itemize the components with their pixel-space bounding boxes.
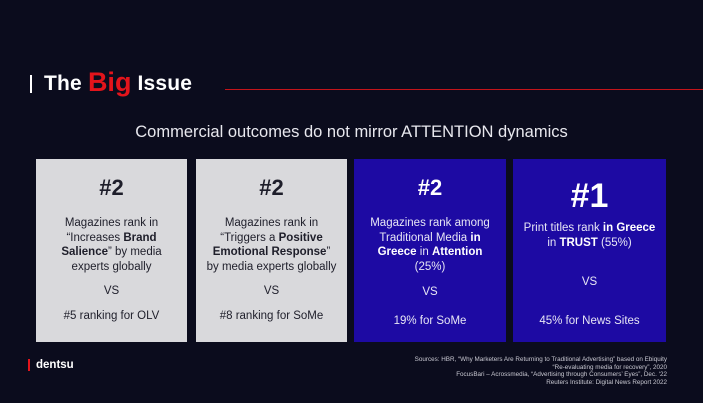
title-text-before: The — [44, 72, 82, 95]
card-vs: VS — [263, 285, 280, 297]
card-description: Magazines rank in “Increases Brand Salie… — [61, 217, 162, 273]
source-line: Reuters Institute: Digital News Report 2… — [546, 378, 667, 386]
title-text-after: Issue — [137, 72, 193, 95]
card-rank: #2 — [99, 175, 124, 200]
logo-accent-bar — [28, 359, 30, 371]
slide-title: The Big Issue — [30, 66, 193, 98]
card-vs: VS — [422, 286, 438, 298]
logo-text: dentsu — [36, 359, 74, 371]
card-brand-salience: #2 Magazines rank in “Increases Brand Sa… — [36, 159, 187, 342]
card-attention: #2 Magazines rank among Traditional Medi… — [354, 159, 506, 342]
card-comparison: #5 ranking for OLV — [63, 310, 160, 322]
source-line: Sources: HBR, “Why Marketers Are Returni… — [414, 356, 667, 363]
card-trust: #1 Print titles rank in Greece in TRUST … — [513, 159, 666, 342]
dentsu-logo: dentsu — [28, 358, 74, 372]
card-comparison: 19% for SoMe — [393, 315, 467, 327]
source-line: FocusBari – Acrossmedia, “Advertising th… — [456, 371, 667, 378]
card-description: Magazines rank among Traditional Media i… — [370, 217, 490, 273]
card-comparison: #8 ranking for SoMe — [219, 310, 324, 322]
source-line: “Re-evaluating media for recovery”, 2020 — [552, 363, 667, 371]
card-rank: #1 — [570, 177, 609, 215]
title-accent-bar — [30, 75, 32, 93]
title-highlight: Big — [87, 66, 132, 97]
card-comparison: 45% for News Sites — [539, 315, 640, 327]
card-vs: VS — [581, 276, 598, 288]
ranking-cards: #2 Magazines rank in “Increases Brand Sa… — [36, 159, 666, 342]
sources-footnote: Sources: HBR, “Why Marketers Are Returni… — [415, 356, 667, 386]
card-rank: #2 — [417, 175, 443, 200]
title-divider — [225, 89, 703, 90]
card-emotional-response: #2 Magazines rank in “Triggers a Positiv… — [196, 159, 347, 342]
card-vs: VS — [103, 285, 120, 297]
card-description: Magazines rank in “Triggers a Positive E… — [206, 217, 337, 273]
slide-subtitle: Commercial outcomes do not mirror ATTENT… — [135, 123, 568, 141]
card-description: Print titles rank in Greece in TRUST (55… — [523, 222, 656, 249]
card-rank: #2 — [259, 175, 284, 200]
